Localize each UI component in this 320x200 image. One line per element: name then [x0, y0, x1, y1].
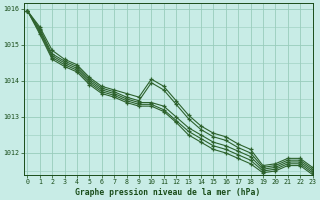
X-axis label: Graphe pression niveau de la mer (hPa): Graphe pression niveau de la mer (hPa): [76, 188, 261, 197]
